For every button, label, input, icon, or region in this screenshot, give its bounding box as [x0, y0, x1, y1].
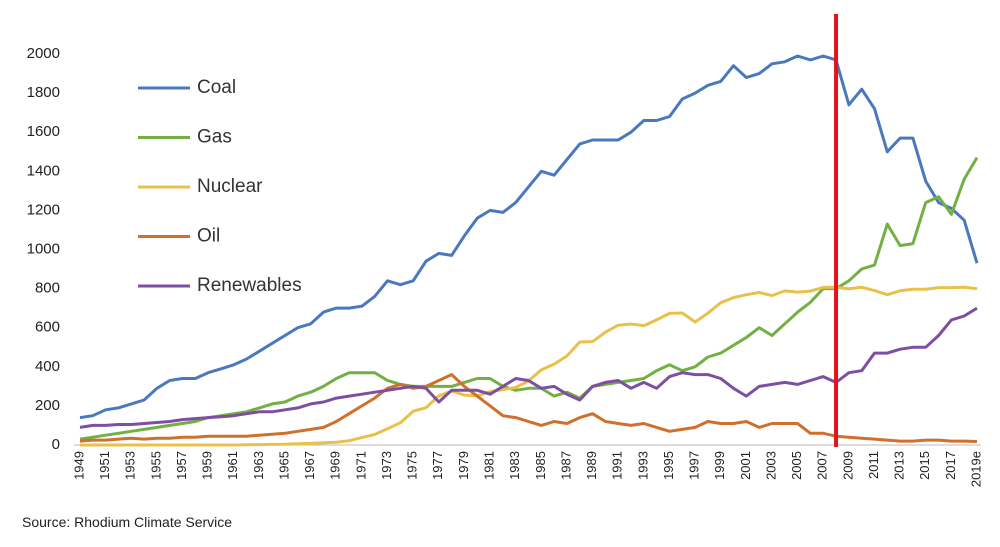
legend-label: Coal [197, 77, 236, 98]
y-tick-label: 1800 [27, 84, 60, 101]
x-tick-label: 1949 [71, 451, 86, 480]
y-tick-label: 1400 [27, 162, 60, 179]
x-tick-label: 1993 [635, 451, 650, 480]
y-tick-label: 1600 [27, 123, 60, 140]
x-tick-label: 1983 [507, 451, 522, 480]
x-tick-label: 2013 [892, 451, 907, 480]
y-tick-label: 400 [35, 358, 60, 375]
x-tick-label: 2011 [866, 451, 881, 479]
x-tick-label: 1997 [687, 451, 702, 480]
y-tick-label: 1000 [27, 240, 60, 257]
x-tick-label: 1959 [200, 451, 215, 480]
x-tick-label: 1985 [533, 451, 548, 480]
y-tick-label: 600 [35, 319, 60, 336]
legend-label: Gas [197, 127, 232, 148]
x-tick-label: 1955 [148, 451, 163, 480]
x-tick-label: 2005 [789, 451, 804, 480]
x-tick-label: 2007 [815, 451, 830, 480]
x-tick-label: 2003 [763, 451, 778, 480]
x-tick-label: 1987 [558, 451, 573, 480]
x-tick-label: 1969 [328, 451, 343, 480]
x-tick-label: 2001 [738, 451, 753, 480]
x-tick-label: 1961 [225, 451, 240, 480]
x-tick-label: 1991 [610, 451, 625, 480]
x-tick-label: 1957 [174, 451, 189, 480]
source-note: Source: Rhodium Climate Service [22, 514, 232, 530]
legend-label: Oil [197, 226, 220, 247]
x-tick-label: 1973 [379, 451, 394, 480]
x-tick-label: 1971 [353, 451, 368, 480]
y-tick-label: 200 [35, 397, 60, 414]
y-tick-label: 800 [35, 280, 60, 297]
legend-label: Renewables [197, 275, 302, 296]
x-tick-label: 2009 [840, 451, 855, 480]
series-line [79, 373, 978, 443]
x-tick-label: 2015 [917, 451, 932, 480]
x-tick-label: 1989 [584, 451, 599, 480]
series-line [79, 156, 979, 441]
series-line [79, 54, 979, 420]
x-tick-label: 1953 [123, 451, 138, 480]
x-tick-label: 1977 [430, 451, 445, 480]
x-tick-label: 1979 [456, 451, 471, 480]
x-tick-label: 1963 [251, 451, 266, 480]
series-line [79, 306, 978, 429]
x-tick-label: 2019e [968, 451, 983, 487]
x-tick-label: 1965 [276, 451, 291, 480]
x-tick-label: 1975 [405, 451, 420, 480]
legend-label: Nuclear [197, 176, 263, 197]
x-tick-label: 1951 [97, 451, 112, 480]
x-tick-label: 1981 [481, 451, 496, 480]
x-tick-label: 1995 [661, 451, 676, 480]
x-tick-label: 2017 [943, 451, 958, 480]
y-tick-label: 2000 [27, 45, 60, 62]
x-tick-label: 1967 [302, 451, 317, 480]
y-tick-label: 1200 [27, 201, 60, 218]
x-tick-label: 1999 [712, 451, 727, 480]
y-tick-label: 0 [52, 436, 60, 453]
